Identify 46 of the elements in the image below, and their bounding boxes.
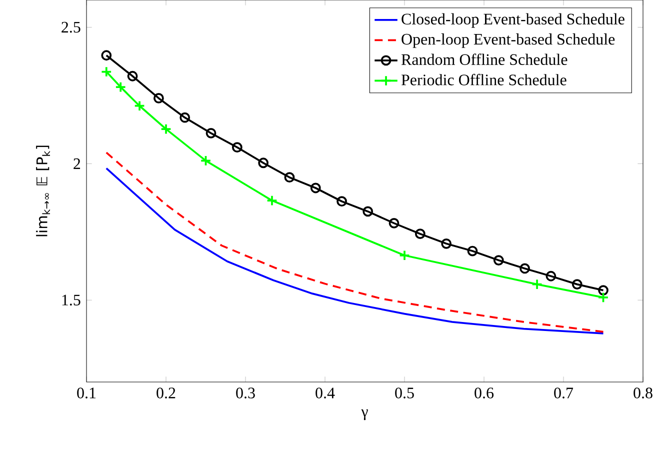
x-tick-label: 0.8	[634, 388, 652, 398]
point	[266, 194, 278, 206]
x-tick-label: 0.7	[554, 388, 574, 398]
x-axis-title: γ	[361, 409, 368, 420]
point	[531, 278, 543, 290]
point	[598, 285, 608, 296]
point	[200, 155, 212, 166]
point	[310, 182, 321, 194]
point	[414, 228, 426, 240]
point	[232, 142, 242, 153]
x-tick-label: 0.2	[156, 388, 176, 398]
legend-label: Random Offline Schedule	[401, 54, 568, 65]
point	[127, 70, 138, 82]
point	[206, 128, 216, 138]
legend-label: Open-loop Event-based Schedule	[402, 33, 615, 48]
point	[134, 100, 146, 112]
point	[258, 158, 269, 168]
y-axis-title: lim$_{k→∞}$ 𝔼 [P$_{k}$]	[36, 146, 50, 236]
y-tick-label: 2.5	[62, 22, 80, 33]
x-tick-label: 0.5	[395, 388, 414, 398]
point	[160, 123, 172, 135]
point	[284, 172, 295, 183]
point	[493, 255, 504, 266]
point	[388, 218, 400, 228]
point	[115, 81, 126, 93]
y-tick-label: 1.5	[62, 294, 80, 306]
point	[441, 238, 452, 249]
legend-label: Closed-loop Event-based Schedule	[402, 13, 624, 28]
point	[520, 263, 530, 274]
point	[598, 292, 609, 304]
point	[153, 93, 164, 104]
x-tick-label: 0.4	[316, 388, 335, 398]
point	[100, 66, 112, 78]
point	[546, 270, 556, 282]
point	[362, 206, 374, 217]
x-tick-label: 0.6	[474, 388, 494, 398]
legend-label: Periodic Offline Schedule	[401, 74, 566, 86]
x-tick-label: 0.1	[77, 388, 96, 398]
point	[336, 196, 347, 207]
point	[572, 279, 582, 290]
point	[180, 112, 190, 123]
point	[467, 246, 478, 256]
point	[101, 50, 112, 61]
y-tick-label: 2	[74, 158, 80, 169]
x-tick-label: 0.3	[236, 388, 255, 398]
point	[398, 250, 410, 261]
